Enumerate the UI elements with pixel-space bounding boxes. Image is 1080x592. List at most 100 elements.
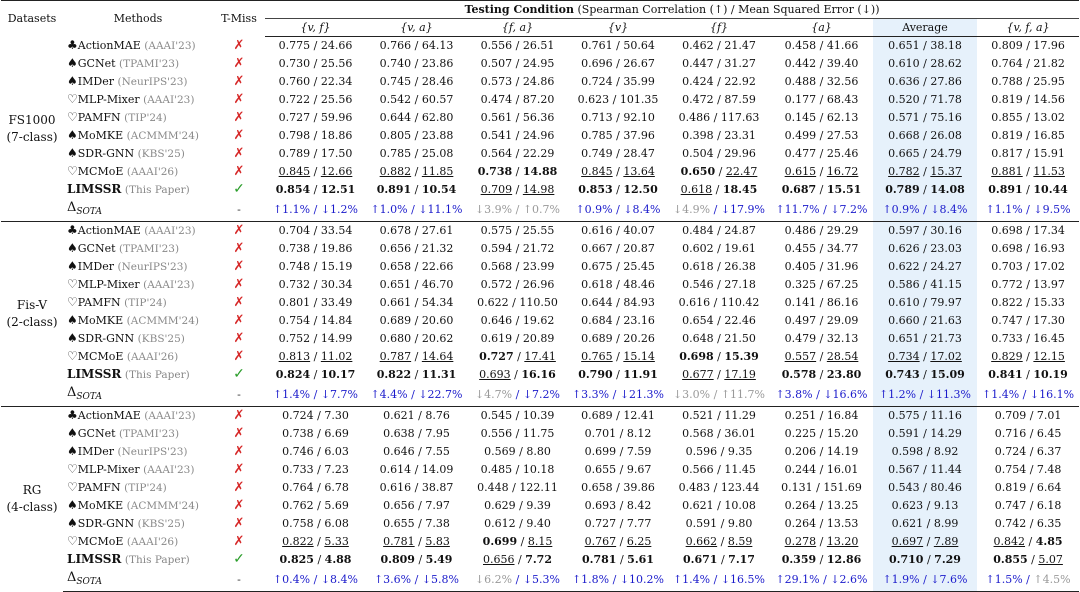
method-venue: (ACMMM'24) <box>126 129 199 142</box>
method-name: MCMoE <box>77 534 124 548</box>
method-name: ActionMAE <box>77 38 141 52</box>
value-cell: 0.738 / 6.69 <box>282 427 349 441</box>
value-cell: 0.448 / 122.11 <box>477 481 558 495</box>
spearman-value: 0.615 <box>784 165 817 178</box>
club-icon: ♣ <box>67 222 78 237</box>
mse-value: 12.50 <box>623 183 658 196</box>
delta-spearman: ↑1.8% <box>571 573 610 587</box>
delta-spearman: ↑1.1% <box>272 203 311 217</box>
delta-spearman: ↑4.4% <box>370 388 408 402</box>
mse-value: 12.66 <box>320 165 353 178</box>
method-cell: ♡MCMoE (AAAI'26) <box>63 163 213 181</box>
value-cell: 0.724 / 7.30 <box>265 405 366 425</box>
cross-icon: ✗ <box>233 277 245 293</box>
mse-value: 28.54 <box>826 350 859 364</box>
value-cell: 0.578 / 23.80 <box>770 366 873 384</box>
heart-icon: ♡ <box>67 461 78 476</box>
value-cell: 0.145 / 62.13 <box>784 111 859 124</box>
delta-spearman: ↓4.9% <box>672 203 711 217</box>
table-row: ♡PAMFN (TIP'24) ✗ 0.727 / 59.96 0.644 / 62.… <box>1 108 1079 127</box>
method-venue: (KBS'25) <box>137 147 185 160</box>
value-separator: / <box>816 368 827 382</box>
value-separator: / <box>710 388 721 402</box>
value-separator: / <box>310 183 321 196</box>
value-separator: / <box>310 573 321 587</box>
table-row: ♠SDR-GNN (KBS'25) ✗ 0.789 / 17.50 0.785 / 2… <box>1 144 1079 163</box>
delta-mse: ↓11.3% <box>926 388 972 402</box>
value-cell: 0.479 / 32.13 <box>784 332 859 346</box>
mse-value: 10.17 <box>320 368 356 382</box>
delta-spearman: ↓3.9% <box>474 203 513 217</box>
delta-cell: ↑3.3% / ↓21.3% <box>568 384 668 407</box>
value-cell: 0.809 / 17.96 <box>991 39 1065 53</box>
value-cell: 0.677 / 17.19 <box>668 366 770 384</box>
value-cell: 0.636 / 27.86 <box>873 72 977 91</box>
spearman-value: 0.829 <box>991 350 1023 364</box>
spearman-value: 0.853 <box>578 183 613 196</box>
delta-spearman: ↑0.9% <box>575 203 613 217</box>
value-cell: 0.742 / 6.35 <box>994 517 1062 531</box>
value-cell: 0.740 / 23.86 <box>379 57 454 70</box>
method-name: MoMKE <box>77 313 124 327</box>
method-name: LIMSSR <box>67 181 122 196</box>
value-cell: 0.621 / 10.08 <box>682 499 756 513</box>
value-separator: / <box>313 535 325 549</box>
table-row: LIMSSR (This Paper) ✓ 0.854 / 12.51 0.891 /… <box>1 180 1079 199</box>
value-cell: 0.689 / 20.26 <box>581 332 655 346</box>
value-cell: 0.781 / 5.83 <box>366 533 467 551</box>
cross-icon: ✗ <box>233 444 245 460</box>
value-separator: / <box>310 368 321 382</box>
spearman-value: 0.842 <box>993 535 1026 549</box>
tmiss-dash: - <box>237 388 241 402</box>
value-separator: / <box>513 350 525 364</box>
method-cell: ♣ActionMAE (AAAI'23) <box>63 37 213 55</box>
delta-spearman: ↓4.7% <box>474 388 513 402</box>
spade-icon: ♠ <box>67 497 78 512</box>
value-cell: 0.651 / 46.70 <box>379 278 454 292</box>
value-cell: 0.668 / 26.08 <box>873 126 977 145</box>
delta-spearman: ↑0.9% <box>882 203 920 217</box>
value-cell: 0.727 / 17.41 <box>467 348 568 366</box>
column-header-7: {v, f, a} <box>977 18 1080 37</box>
delta-cell: ↓4.7% / ↓7.2% <box>467 384 568 407</box>
value-separator: / <box>816 183 827 196</box>
value-cell: 0.131 / 151.69 <box>781 481 862 495</box>
cross-icon: ✗ <box>233 349 245 365</box>
value-cell: 0.644 / 62.80 <box>379 111 454 124</box>
cross-icon: ✗ <box>233 295 245 311</box>
value-separator: / <box>713 368 725 382</box>
value-separator: / <box>514 553 526 567</box>
heart-icon: ♡ <box>67 533 78 548</box>
value-cell: 0.881 / 11.53 <box>977 163 1079 181</box>
method-venue: (ACMMM'24) <box>126 499 199 512</box>
value-separator: / <box>1022 368 1034 382</box>
method-cell: ΔSOTA <box>63 568 213 592</box>
table-row: ♡MCMoE (AAAI'26) ✗ 0.813 / 11.02 0.787 / 14… <box>1 347 1079 366</box>
value-separator: / <box>923 553 935 567</box>
value-separator: / <box>816 165 827 178</box>
delta-cell: ↓6.2% / ↓5.3% <box>467 568 568 592</box>
method-venue: (This Paper) <box>124 183 190 196</box>
value-separator: / <box>1025 535 1036 549</box>
value-separator: / <box>1019 388 1030 402</box>
delta-cell: ↑4.4% / ↓22.7% <box>366 384 467 407</box>
value-cell: 0.829 / 12.15 <box>977 348 1079 366</box>
value-cell: 0.822 / 15.33 <box>991 296 1065 310</box>
delta-mse: ↓7.2% <box>522 388 561 402</box>
value-cell: 0.693 / 8.42 <box>584 499 652 513</box>
delta-mse: ↓7.7% <box>320 388 359 402</box>
value-cell: 0.662 / 8.59 <box>668 533 770 551</box>
dataset-cell: FS1000 (7-class) <box>1 37 63 222</box>
delta-mse: ↑0.7% <box>522 203 561 217</box>
value-cell: 0.789 / 14.08 <box>873 180 977 199</box>
mse-value: 23.80 <box>826 368 862 382</box>
value-separator: / <box>1022 350 1034 364</box>
value-cell: 0.697 / 7.89 <box>873 532 977 551</box>
value-cell: 0.572 / 26.96 <box>480 278 555 292</box>
column-header-2: {f, a} <box>467 18 568 37</box>
cross-icon: ✗ <box>233 241 245 257</box>
value-cell: 0.767 / 6.25 <box>568 533 668 551</box>
mse-value: 13.20 <box>826 535 859 549</box>
value-cell: 0.472 / 87.59 <box>682 93 756 106</box>
